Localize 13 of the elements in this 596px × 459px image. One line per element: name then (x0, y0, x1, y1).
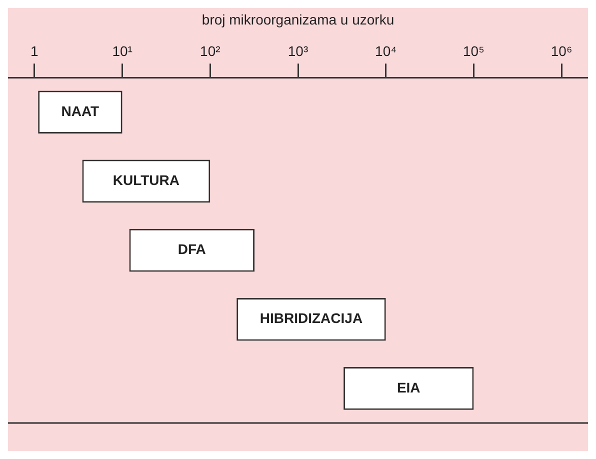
x-tick-label: 1 (30, 43, 39, 60)
x-axis-title: broj mikroorganizama u uzorku (202, 11, 394, 28)
x-tick-label: 10⁴ (375, 43, 397, 60)
y-tick-label: DFA (178, 241, 206, 258)
y-tick-label: HIBRIDIZACIJA (260, 310, 363, 326)
x-tick-label: 10⁵ (463, 43, 484, 60)
y-tick-label: KULTURA (112, 172, 180, 188)
y-tick-label: EIA (396, 379, 420, 396)
y-tick-label: NAAT (61, 103, 100, 119)
x-tick-label: 10² (200, 43, 221, 60)
x-tick-label: 10⁶ (550, 43, 572, 60)
x-tick-label: 10¹ (112, 43, 133, 60)
x-tick-label: 10³ (288, 43, 308, 60)
